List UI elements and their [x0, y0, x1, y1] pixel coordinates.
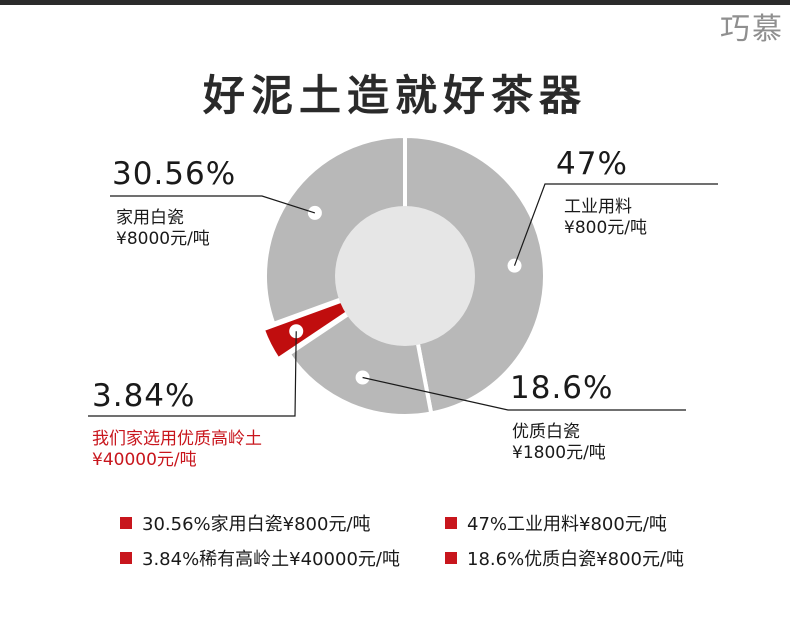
slice-price-household-porcelain: ¥8000元/吨 [116, 229, 210, 249]
legend-swatch [120, 552, 132, 564]
legend-item-premium-porcelain: 18.6%优质白瓷¥800元/吨 [445, 545, 684, 571]
slice-price-kaolin: ¥40000元/吨 [92, 450, 197, 470]
slice-label-premium-porcelain: 优质白瓷 ¥1800元/吨 [512, 422, 606, 464]
slice-percent-kaolin: 3.84% [92, 378, 196, 414]
leader-line-kaolin [88, 331, 297, 417]
leader-line-household-porcelain [110, 195, 316, 214]
slice-label-household-porcelain: 家用白瓷 ¥8000元/吨 [116, 208, 210, 250]
slice-name-kaolin: 我们家选用优质高岭土 [92, 429, 262, 449]
pie-center-hole [335, 206, 475, 346]
legend-text: 18.6%优质白瓷¥800元/吨 [467, 549, 685, 570]
leader-line-premium-porcelain [362, 376, 686, 411]
top-bar [0, 0, 790, 5]
slice-name-premium-porcelain: 优质白瓷 [512, 422, 580, 442]
legend-item-kaolin: 3.84%稀有高岭土¥40000元/吨 [120, 545, 400, 571]
slice-percent-industrial: 47% [556, 146, 628, 182]
slice-name-household-porcelain: 家用白瓷 [116, 208, 184, 228]
legend-swatch [445, 552, 457, 564]
slice-label-kaolin: 我们家选用优质高岭土 ¥40000元/吨 [92, 429, 262, 471]
legend-item-industrial: 47%工业用料¥800元/吨 [445, 510, 667, 536]
legend-text: 3.84%稀有高岭土¥40000元/吨 [142, 549, 400, 570]
slice-percent-premium-porcelain: 18.6% [510, 370, 614, 406]
legend-swatch [120, 517, 132, 529]
slice-price-industrial: ¥800元/吨 [564, 218, 647, 238]
brand-logo: 巧慕 [720, 12, 784, 47]
slice-name-industrial: 工业用料 [564, 197, 632, 217]
leader-line-industrial [513, 183, 718, 266]
legend-item-household-porcelain: 30.56%家用白瓷¥800元/吨 [120, 510, 371, 536]
page-title: 好泥土造就好茶器 [202, 71, 587, 120]
slice-percent-household-porcelain: 30.56% [112, 156, 237, 192]
legend-text: 47%工业用料¥800元/吨 [467, 514, 667, 535]
slice-price-premium-porcelain: ¥1800元/吨 [512, 443, 606, 463]
legend-text: 30.56%家用白瓷¥800元/吨 [142, 514, 371, 535]
legend-swatch [445, 517, 457, 529]
slice-label-industrial: 工业用料 ¥800元/吨 [564, 197, 647, 239]
